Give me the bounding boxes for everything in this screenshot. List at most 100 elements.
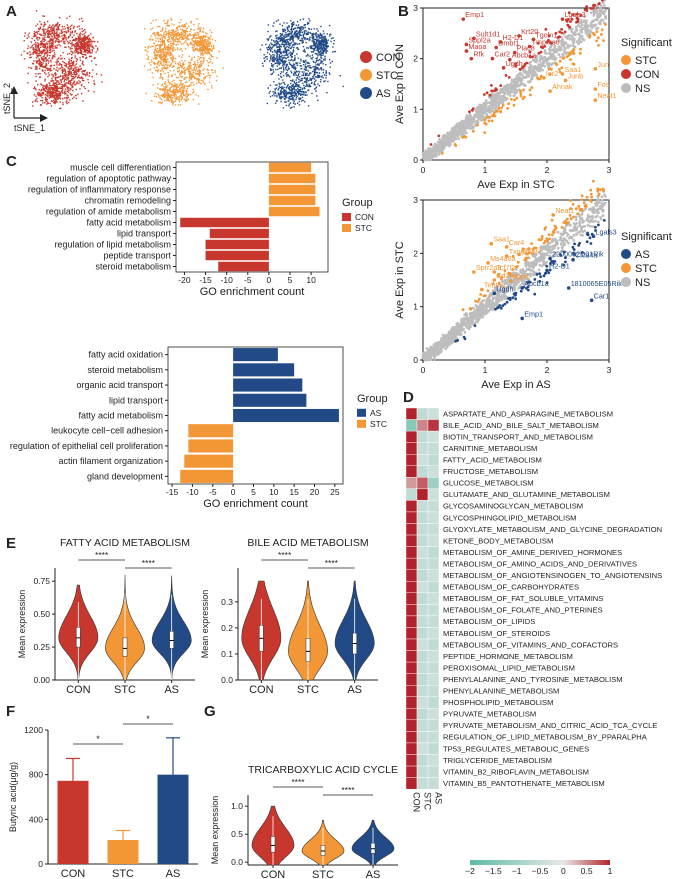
plot-frame (422, 199, 610, 361)
heatmap-cell (427, 685, 440, 697)
colorbar-tick-label: 0 (561, 866, 566, 876)
gene-label: 1810065E05Rik (571, 279, 623, 288)
heatmap-cell (405, 627, 418, 640)
x-tick-label: 10 (269, 487, 279, 497)
legend-swatch (342, 224, 351, 232)
panel-label-d: D (403, 389, 414, 406)
labeled-point (593, 98, 598, 103)
significance-label: * (146, 714, 150, 724)
x-tick-label: 3 (607, 365, 612, 375)
row-label: METABOLISM_OF_AMINO_ACIDS_AND_DERIVATIVE… (443, 559, 637, 568)
colorbar (470, 860, 610, 865)
x-tick-label: 3 (607, 165, 612, 175)
y-tick-label: 0.50 (33, 609, 50, 619)
significance-label: **** (278, 550, 292, 560)
x-tick-label: -10 (186, 487, 199, 497)
legend-label: STC (355, 223, 372, 233)
labeled-point (480, 287, 484, 292)
colorbar-tick-label: −2 (465, 866, 475, 876)
heatmap-cell (405, 477, 418, 490)
gene-label: 2200002D01Rik (552, 250, 604, 259)
heatmap-cell (416, 569, 429, 582)
legend-swatch-as (360, 87, 372, 99)
row-label: PHOSPHOLIPID_METABOLISM (443, 698, 553, 707)
row-label: VITAMIN_B5_PANTOTHENATE_METABOLISM (443, 779, 605, 788)
y-tick-label: 0.5 (231, 829, 243, 839)
row-label: PHENYLALANINE_METABOLISM (443, 687, 559, 696)
heatmap-cell (405, 592, 418, 605)
labeled-point (490, 56, 495, 61)
heatmap-cell (427, 430, 440, 443)
heatmap-cell (427, 661, 440, 674)
bar (268, 162, 312, 173)
gene-label: Abcb1a (512, 51, 536, 60)
heatmap-cell (405, 419, 418, 432)
heatmap-cell (427, 442, 440, 455)
x-tick-label: 0 (421, 365, 426, 375)
category-label: gland development (87, 471, 164, 481)
heatmap-cell (427, 407, 440, 420)
scatter-stc-vs-con: 0 1 2 3 0 1 2 3 Ave Exp in STC Ave Exp in CON Emp1… (394, 0, 672, 191)
y-tick-label: 0.0 (231, 857, 243, 867)
y-axis-label: Ave Exp in STC (394, 241, 406, 318)
heatmap-cell (416, 638, 429, 651)
points-ns (421, 0, 608, 162)
row-label: GLUCOSE_METABOLISM (443, 479, 534, 488)
significance-label: **** (142, 558, 156, 568)
row-label: VITAMIN_B2_RIBOFLAVIN_METABOLISM (443, 767, 589, 776)
heatmap-cell (427, 627, 440, 640)
x-tick-label: 2 (545, 165, 550, 175)
column-label: CON (412, 792, 422, 812)
heatmap-cell (416, 581, 429, 594)
y-tick-label: 2 (413, 54, 418, 64)
heatmap-cell (405, 638, 418, 651)
x-tick-label: AS (164, 684, 179, 696)
heatmap-cell (427, 488, 440, 501)
y-tick-label: 800 (29, 770, 43, 780)
labeled-point (517, 252, 521, 257)
tsne-y-label: tSNE_2 (2, 83, 12, 114)
tsne-legend: CON STC AS (360, 51, 401, 100)
gene-label: Clca4a (575, 251, 597, 260)
gene-label: Rfk (473, 50, 484, 59)
heatmap-cell (405, 650, 418, 663)
heatmap-cell (405, 407, 418, 420)
row-label: METABOLISM_OF_AMINE_DERIVED_HORMONES (443, 548, 622, 557)
labeled-point (520, 286, 524, 290)
y-tick-label: 0.3 (221, 597, 233, 607)
gene-label: Lgals3 (596, 227, 617, 236)
legend-swatch-con (360, 51, 372, 63)
points-ns (421, 189, 607, 362)
labeled-point (548, 89, 552, 93)
gene-label: Car1 (594, 291, 610, 300)
category-label: lipid transport (117, 229, 172, 239)
labeled-point (591, 234, 596, 239)
gene-label: Tent5c (484, 281, 506, 290)
heatmap-cell (427, 719, 440, 732)
heatmap-cell (405, 685, 418, 697)
row-label: FRUCTOSE_METABOLISM (443, 467, 538, 476)
heatmap-cell (416, 511, 429, 524)
category-label: regulation of inflammatory response (28, 185, 171, 195)
heatmap-cell (427, 569, 440, 582)
plot-frame (422, 7, 610, 161)
bar (180, 469, 234, 483)
x-tick-label: CON (66, 684, 91, 696)
category-label: regulation of apoptotic pathway (46, 174, 171, 184)
bar (157, 774, 189, 864)
gene-label: Neat1 (597, 91, 616, 100)
heatmap-cell (405, 569, 418, 582)
x-tick-label: -15 (166, 487, 179, 497)
x-tick-label: 20 (310, 487, 320, 497)
row-label: BILE_ACID_AND_BILE_SALT_METABOLISM (443, 421, 599, 430)
row-label: KETONE_BODY_METABOLISM (443, 536, 553, 545)
heatmap-cell (416, 465, 429, 478)
x-tick-label: 0 (231, 487, 236, 497)
category-label: regulation of lipid metabolism (54, 240, 171, 250)
labeled-point (464, 42, 469, 47)
x-tick-label: 15 (289, 487, 299, 497)
gene-label: Tcf7l2 (496, 263, 515, 272)
points-up (461, 179, 605, 312)
heatmap-cell (427, 523, 440, 536)
